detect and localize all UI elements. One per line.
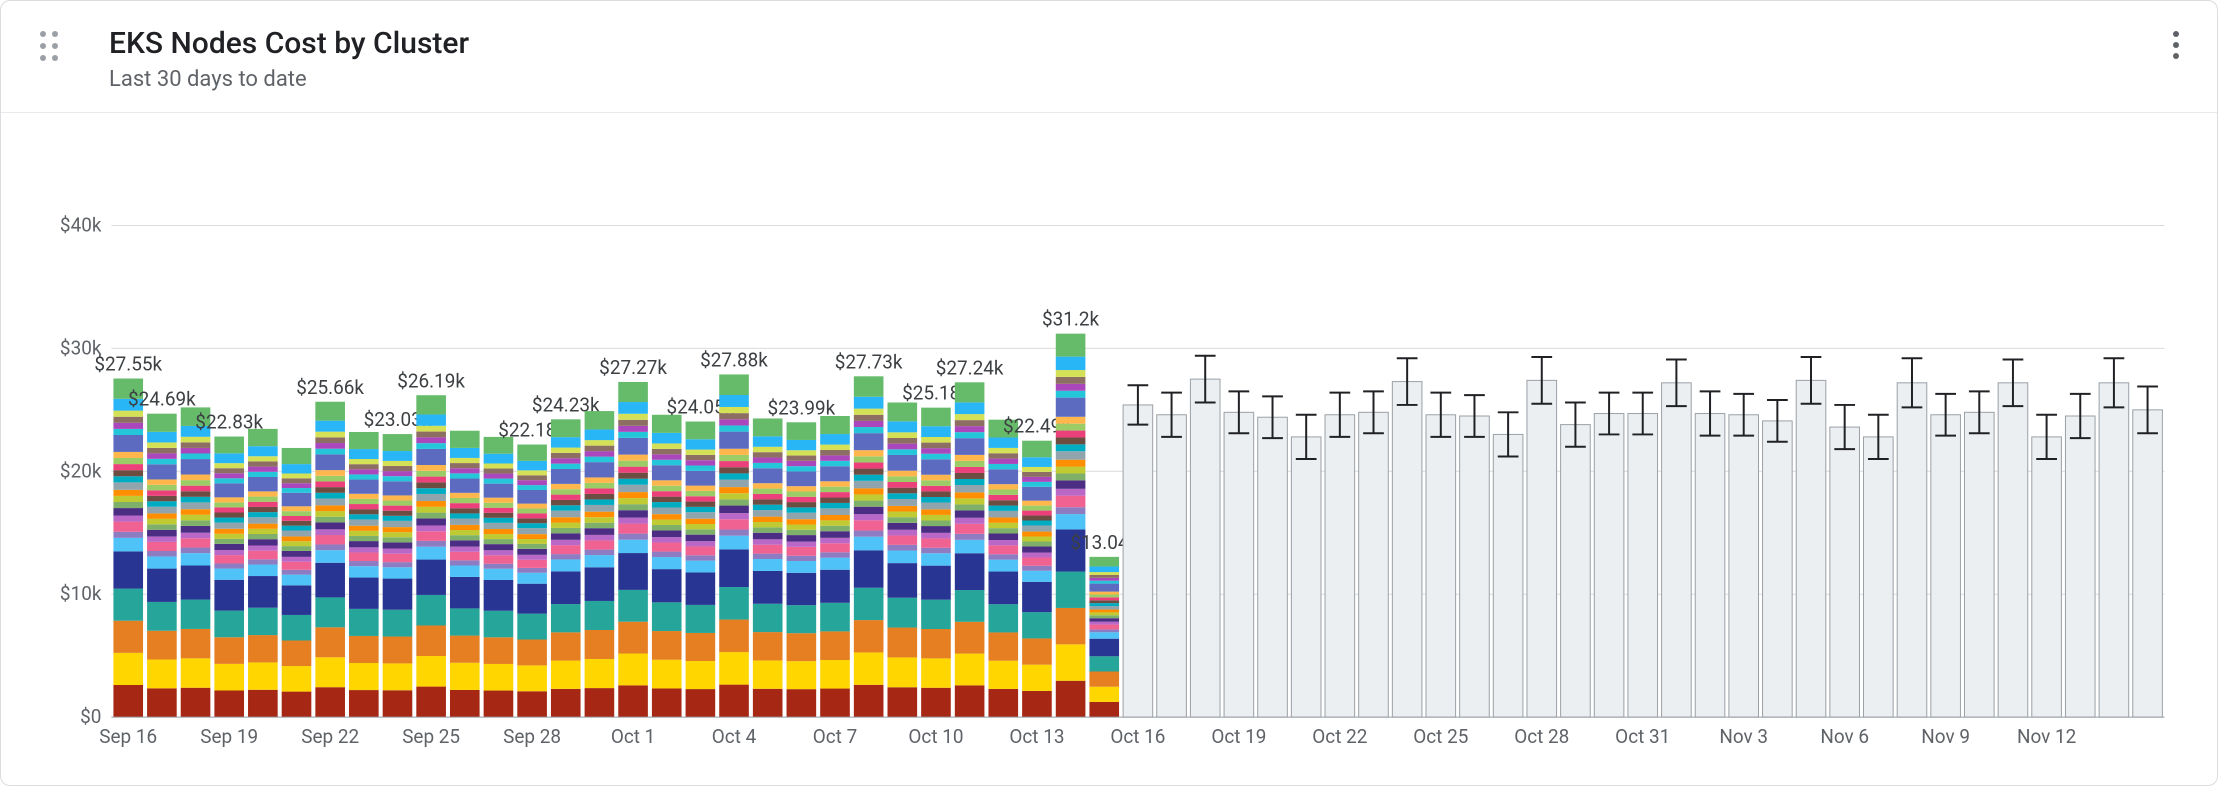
svg-text:Oct 28: Oct 28: [1514, 725, 1569, 748]
svg-text:$0: $0: [80, 705, 101, 728]
svg-text:Sep 16: Sep 16: [99, 725, 157, 748]
svg-text:$27.73k: $27.73k: [835, 350, 903, 373]
svg-text:Oct 31: Oct 31: [1615, 725, 1670, 748]
svg-text:Sep 22: Sep 22: [301, 725, 359, 748]
svg-text:$10k: $10k: [60, 582, 102, 605]
svg-text:Oct 22: Oct 22: [1312, 725, 1367, 748]
cost-chart: $0$10k$20k$30k$40k$27.55k$24.69k$22.83k$…: [41, 171, 2177, 757]
svg-text:Oct 19: Oct 19: [1211, 725, 1266, 748]
card-title: EKS Nodes Cost by Cluster: [109, 25, 469, 63]
chart-container: $0$10k$20k$30k$40k$27.55k$24.69k$22.83k$…: [41, 171, 2177, 757]
svg-text:$26.19k: $26.19k: [397, 369, 465, 392]
svg-text:Nov 3: Nov 3: [1719, 725, 1768, 748]
title-block: EKS Nodes Cost by Cluster Last 30 days t…: [69, 25, 469, 92]
card-header: EKS Nodes Cost by Cluster Last 30 days t…: [1, 1, 2217, 113]
svg-text:Oct 10: Oct 10: [908, 725, 963, 748]
svg-text:$40k: $40k: [60, 213, 102, 236]
svg-text:Oct 16: Oct 16: [1110, 725, 1165, 748]
svg-text:Oct 25: Oct 25: [1413, 725, 1468, 748]
card-subtitle: Last 30 days to date: [109, 67, 469, 92]
svg-text:$20k: $20k: [60, 459, 102, 482]
svg-text:Nov 6: Nov 6: [1820, 725, 1869, 748]
svg-text:Oct 7: Oct 7: [813, 725, 857, 748]
svg-text:Oct 13: Oct 13: [1009, 725, 1064, 748]
svg-text:$23.99k: $23.99k: [767, 396, 835, 419]
svg-text:$27.27k: $27.27k: [599, 356, 667, 379]
svg-text:Oct 1: Oct 1: [611, 725, 655, 748]
svg-text:Nov 9: Nov 9: [1921, 725, 1970, 748]
svg-text:$25.66k: $25.66k: [296, 376, 364, 399]
svg-text:$27.55k: $27.55k: [94, 353, 162, 376]
svg-text:$27.24k: $27.24k: [936, 356, 1004, 379]
svg-text:Nov 12: Nov 12: [2017, 725, 2076, 748]
svg-text:Oct 4: Oct 4: [712, 725, 757, 748]
svg-text:Sep 28: Sep 28: [503, 725, 561, 748]
svg-text:Sep 19: Sep 19: [200, 725, 258, 748]
kebab-menu-icon[interactable]: [2163, 25, 2189, 65]
cost-card: EKS Nodes Cost by Cluster Last 30 days t…: [0, 0, 2218, 786]
drag-handle-icon[interactable]: [29, 25, 69, 61]
svg-text:$24.69k: $24.69k: [128, 388, 196, 411]
svg-text:$31.2k: $31.2k: [1042, 308, 1100, 331]
svg-text:Sep 25: Sep 25: [402, 725, 460, 748]
svg-text:$27.88k: $27.88k: [700, 348, 768, 371]
